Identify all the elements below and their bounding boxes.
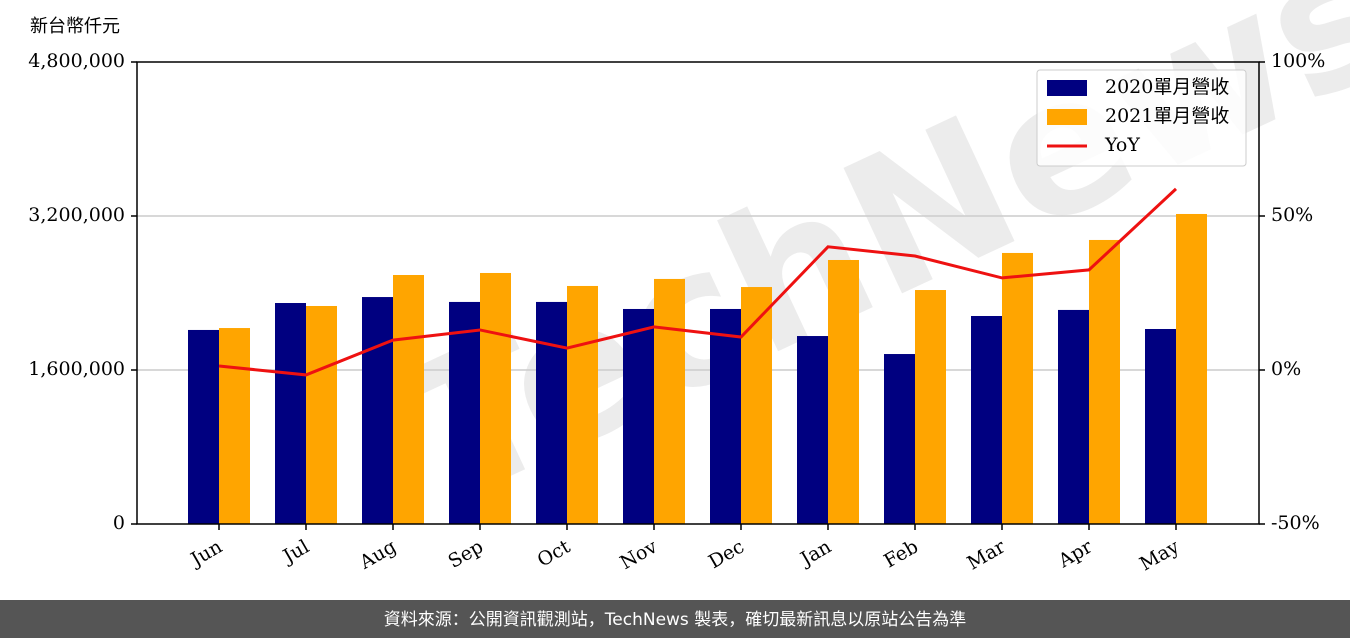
x-tick-label: May xyxy=(1136,535,1183,575)
bar xyxy=(306,305,337,524)
legend-swatch xyxy=(1047,109,1087,125)
x-tick-label: Feb xyxy=(880,536,922,573)
x-tick-label: Dec xyxy=(705,536,748,574)
footer-bar xyxy=(0,600,1350,638)
bar xyxy=(1176,213,1207,524)
bar xyxy=(623,308,654,524)
x-tick-label: Mar xyxy=(963,535,1009,574)
y2-tick-label: 0% xyxy=(1271,358,1301,380)
legend-label: YoY xyxy=(1104,134,1140,156)
bar xyxy=(188,329,219,524)
legend-label: 2020單月營收 xyxy=(1105,76,1229,98)
bar xyxy=(884,354,915,524)
legend-swatch xyxy=(1047,80,1087,96)
bar xyxy=(1002,252,1033,524)
bar xyxy=(741,287,772,524)
bar xyxy=(1058,309,1089,524)
bar xyxy=(654,278,685,524)
x-tick-label: Jan xyxy=(795,536,835,572)
bar xyxy=(480,272,511,524)
bar xyxy=(797,336,828,524)
y-axis-label: 新台幣仟元 xyxy=(30,16,120,37)
bar xyxy=(567,285,598,524)
y-tick-label: 1,600,000 xyxy=(28,358,125,380)
x-tick-label: Nov xyxy=(616,535,661,574)
bar xyxy=(393,275,424,524)
footer: 資料來源：公開資訊觀測站，TechNews 製表，確切最新訊息以原站公告為準 xyxy=(384,610,966,630)
bar xyxy=(828,259,859,524)
bar xyxy=(971,316,1002,524)
bar xyxy=(915,290,946,524)
y2-tick-label: 100% xyxy=(1271,50,1325,72)
bar xyxy=(1145,328,1176,524)
bar xyxy=(362,297,393,524)
bar xyxy=(710,308,741,524)
x-tick-label: Jul xyxy=(278,536,313,569)
x-tick-label: Oct xyxy=(534,535,575,571)
legend-box xyxy=(1036,69,1247,167)
y2-tick-label: 50% xyxy=(1271,204,1313,226)
x-tick-label: Apr xyxy=(1054,535,1097,572)
plot-frame xyxy=(136,61,1260,525)
x-tick-label: Sep xyxy=(444,536,487,573)
x-tick-label: Aug xyxy=(355,536,400,575)
yoy-line xyxy=(218,187,1178,377)
x-tick-label: Jun xyxy=(185,536,226,572)
bar xyxy=(536,301,567,524)
bar xyxy=(219,328,250,524)
y-tick-label: 0 xyxy=(113,512,125,534)
y-tick-label: 4,800,000 xyxy=(28,50,125,72)
y2-tick-label: -50% xyxy=(1271,512,1320,534)
bar xyxy=(449,301,480,524)
y-tick-label: 3,200,000 xyxy=(28,204,125,226)
legend-label: 2021單月營收 xyxy=(1105,105,1229,127)
bar xyxy=(1089,239,1120,524)
bar xyxy=(275,303,306,524)
